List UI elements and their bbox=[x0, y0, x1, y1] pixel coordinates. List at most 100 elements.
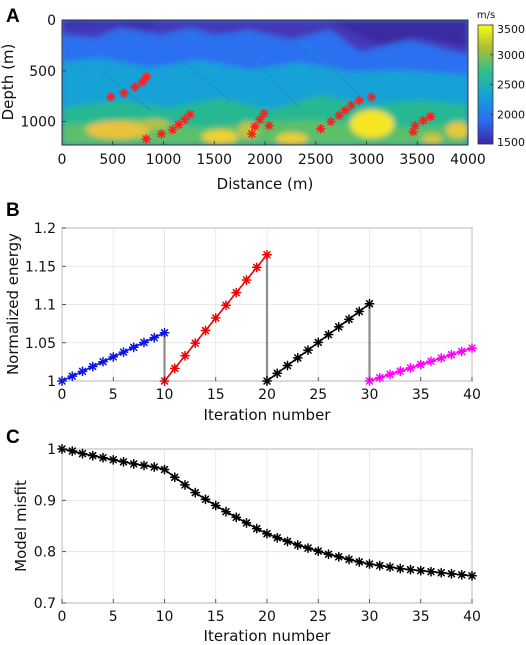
data-point bbox=[436, 353, 447, 363]
y-tick-label: 0.7 bbox=[34, 596, 56, 612]
data-point bbox=[405, 362, 416, 373]
y-tick-label: 1.1 bbox=[34, 298, 56, 314]
data-point bbox=[241, 517, 252, 528]
data-point bbox=[77, 448, 88, 459]
data-point bbox=[272, 368, 283, 379]
colorbar-tick-label: 3000 bbox=[497, 49, 525, 62]
data-point bbox=[395, 366, 406, 377]
data-point bbox=[169, 472, 180, 483]
x-tick-label: 3500 bbox=[399, 152, 435, 168]
source-marker bbox=[408, 126, 418, 137]
x-tick-label: 0 bbox=[58, 387, 67, 403]
source-marker bbox=[141, 72, 152, 82]
data-point bbox=[344, 554, 354, 565]
data-point bbox=[323, 549, 334, 560]
panel-a-xlabel: Distance (m) bbox=[217, 175, 314, 193]
x-tick-label: 10 bbox=[156, 387, 174, 403]
x-tick-label: 40 bbox=[463, 387, 481, 403]
x-tick-label: 2000 bbox=[247, 152, 283, 168]
x-tick-label: 30 bbox=[361, 387, 379, 403]
data-point bbox=[364, 298, 375, 309]
data-point bbox=[200, 494, 211, 505]
source-marker bbox=[185, 109, 195, 120]
data-point bbox=[128, 458, 139, 469]
data-point bbox=[87, 450, 98, 461]
data-point bbox=[108, 454, 119, 465]
data-point bbox=[385, 562, 395, 573]
data-point bbox=[67, 371, 78, 382]
data-point bbox=[415, 565, 426, 576]
y-tick-label: 1.15 bbox=[25, 259, 56, 275]
panel-b: 0 5 10 15 20 25 30 35 40 1 1.05 1.1 1.15 1.2 Iterati… bbox=[4, 221, 481, 424]
data-point bbox=[118, 456, 129, 467]
y-tick-label: 1.05 bbox=[25, 336, 56, 352]
data-point bbox=[221, 506, 231, 517]
colorbar-tick-label: 3500 bbox=[497, 23, 525, 36]
data-point bbox=[108, 351, 119, 362]
data-point bbox=[272, 532, 283, 543]
panel-c-y-ticks: 0.7 0.8 0.9 1 bbox=[34, 442, 66, 612]
y-tick-label: 0 bbox=[47, 13, 56, 29]
x-tick-label: 30 bbox=[361, 609, 379, 625]
panel-a-letter: A bbox=[6, 6, 20, 27]
source-marker bbox=[326, 116, 336, 127]
data-point bbox=[231, 287, 242, 298]
x-tick-label: 15 bbox=[207, 387, 225, 403]
data-point bbox=[241, 275, 252, 285]
data-point bbox=[98, 452, 108, 463]
colorbar-ticks: 1500 2000 2500 3000 3500 bbox=[490, 23, 525, 149]
source-marker bbox=[346, 100, 357, 111]
source-marker bbox=[425, 111, 436, 122]
x-tick-label: 20 bbox=[258, 609, 276, 625]
data-point bbox=[169, 363, 180, 374]
source-marker bbox=[130, 82, 140, 92]
panel-a-ylabel: Depth (m) bbox=[0, 44, 17, 121]
y-tick-label: 1 bbox=[47, 374, 56, 390]
data-point bbox=[190, 487, 201, 498]
series-2 bbox=[262, 298, 375, 386]
source-markers bbox=[105, 72, 436, 144]
source-marker bbox=[316, 123, 326, 134]
x-tick-label: 10 bbox=[156, 609, 174, 625]
x-tick-label: 1500 bbox=[196, 152, 232, 168]
source-marker bbox=[173, 119, 184, 130]
x-tick-label: 35 bbox=[412, 387, 430, 403]
x-tick-label: 5 bbox=[109, 609, 118, 625]
panel-b-xlabel: Iteration number bbox=[204, 406, 332, 424]
panel-b-letter: B bbox=[6, 200, 20, 221]
data-point bbox=[180, 350, 190, 361]
source-marker bbox=[418, 115, 429, 126]
data-point bbox=[139, 460, 149, 471]
data-point bbox=[118, 347, 129, 358]
x-tick-label: 4000 bbox=[450, 152, 486, 168]
panel-b-x-ticks: 0 5 10 15 20 25 30 35 40 bbox=[58, 377, 481, 403]
data-point bbox=[231, 512, 242, 523]
source-marker bbox=[259, 108, 269, 119]
data-point bbox=[251, 523, 262, 534]
source-marker bbox=[334, 110, 344, 121]
series-1 bbox=[159, 249, 272, 386]
data-point bbox=[98, 356, 108, 367]
source-marker bbox=[250, 121, 260, 132]
data-point bbox=[426, 566, 436, 577]
source-marker bbox=[141, 134, 152, 144]
source-marker bbox=[167, 124, 178, 135]
data-point bbox=[190, 338, 201, 349]
data-point bbox=[282, 536, 293, 547]
data-point bbox=[292, 540, 303, 550]
data-point bbox=[262, 528, 272, 539]
source-marker bbox=[156, 129, 167, 139]
source-marker bbox=[354, 95, 365, 106]
data-point bbox=[323, 329, 334, 340]
x-tick-label: 1000 bbox=[146, 152, 182, 168]
source-marker bbox=[119, 88, 129, 98]
source-marker bbox=[105, 92, 116, 103]
data-point bbox=[200, 325, 211, 336]
colorbar-tick-label: 2000 bbox=[497, 108, 525, 121]
data-point bbox=[139, 337, 149, 348]
data-point bbox=[149, 462, 160, 472]
data-point bbox=[67, 446, 78, 457]
panel-b-y-ticks: 1 1.05 1.1 1.15 1.2 bbox=[25, 221, 66, 390]
data-point bbox=[180, 479, 190, 490]
